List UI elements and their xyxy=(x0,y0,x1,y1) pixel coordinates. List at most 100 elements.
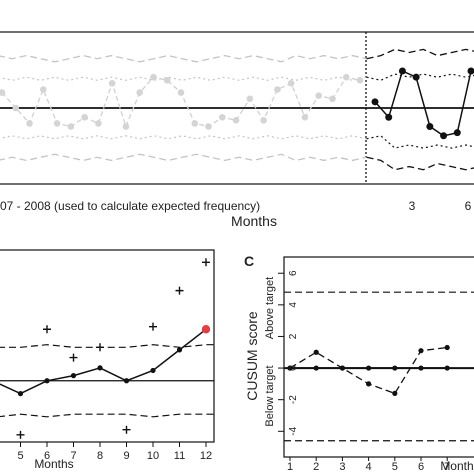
panel-a-upper-limits-inner-monitor xyxy=(366,73,474,81)
panel-b-cross-marker xyxy=(202,258,210,267)
panel-b-lower-limit xyxy=(0,413,214,418)
panel-c-y-tick-label: 2 xyxy=(288,333,299,339)
panel-a-baseline-point xyxy=(150,73,157,81)
panel-b-cross-marker xyxy=(16,430,25,439)
panel-b-marks: 5 6 7 8 9 10 11 12 xyxy=(0,258,214,462)
panel-b-upper-limit xyxy=(0,344,214,348)
panel-a-upper-limits-inner-baseline xyxy=(0,76,367,81)
panel-c-lower-point xyxy=(392,390,398,396)
panel-c-xlabel: Months xyxy=(440,459,474,473)
panel-b-x-tick-label: 6 xyxy=(44,450,50,462)
panel-b-cross-marker xyxy=(43,325,51,334)
panel-b-series-point xyxy=(97,365,103,371)
panel-a-baseline-point xyxy=(122,123,130,130)
panel-c-lower-point xyxy=(444,344,450,351)
panel-c-upper-point xyxy=(366,365,372,371)
panel-b-series-point xyxy=(123,378,130,384)
panel-a-baseline-point xyxy=(287,80,295,87)
panel-c-y-tick-label: 4 xyxy=(288,302,299,308)
panel-a-baseline-point xyxy=(0,89,6,96)
panel-a: 07 - 2008 (used to calculate expected fr… xyxy=(0,31,474,229)
panel-a-lower-limits-inner-monitor xyxy=(366,135,474,149)
panel-a-baseline-point xyxy=(177,89,185,96)
panel-c-x-tick-label: 7 xyxy=(444,461,450,473)
panel-c-x-tick-label: 3 xyxy=(339,461,345,473)
panel-b-x-tick-label: 5 xyxy=(17,450,23,462)
panel-a-monitor-line xyxy=(374,69,472,137)
panel-a-baseline-point xyxy=(81,113,88,121)
panel-c-lower-point xyxy=(313,349,319,355)
panel-a-frame xyxy=(0,31,474,185)
panel-c-lower-point xyxy=(366,381,372,387)
panel-a-baseline-point xyxy=(342,73,350,81)
panel-c-lower-point xyxy=(418,348,424,354)
panel-c-upper-point xyxy=(444,365,450,371)
panel-c-above-label: Above target xyxy=(264,277,276,339)
panel-b-series-point xyxy=(70,373,77,379)
panel-b-x-tick-label: 12 xyxy=(200,450,212,462)
panel-b-frame xyxy=(0,249,215,443)
panel-a-x-tick-3: 3 xyxy=(409,199,416,213)
panel-a-baseline-point xyxy=(274,86,281,93)
panel-a-monitor-point xyxy=(426,123,434,130)
panel-a-xlabel: Months xyxy=(231,213,277,229)
panel-c-y-tick-label: -2 xyxy=(288,395,299,404)
panel-a-baseline-point xyxy=(191,120,199,127)
panel-a-baseline-point xyxy=(136,89,143,96)
panel-a-marks xyxy=(0,32,474,184)
panel-b-series-point xyxy=(17,391,24,397)
panel-a-baseline-point xyxy=(53,120,61,127)
panel-c-upper-point xyxy=(287,365,293,371)
panel-c-x-tick-label: 1 xyxy=(287,461,293,473)
panel-b-x-tick-label: 11 xyxy=(174,450,185,462)
panel-a-baseline-label: 07 - 2008 (used to calculate expected fr… xyxy=(0,199,260,213)
panel-c-x-tick-label: 6 xyxy=(418,461,424,473)
panel-c-y-tick-label: 6 xyxy=(288,270,299,276)
panel-c-y-tick-label: -4 xyxy=(288,426,299,435)
panel-c-title: C xyxy=(244,253,254,269)
panel-c-x-tick-label: 4 xyxy=(366,461,372,473)
panel-a-baseline-point xyxy=(219,113,226,121)
panel-b-cross-marker xyxy=(175,286,184,295)
panel-a-baseline-point xyxy=(232,117,240,124)
panel-c-x-tick-label: 5 xyxy=(392,461,398,473)
panel-a-baseline-point xyxy=(246,95,254,103)
panel-a-lower-limits-inner-baseline xyxy=(0,135,367,140)
panel-a-lower-limits-outer-baseline xyxy=(0,153,367,162)
panel-a-upper-limits-outer-monitor xyxy=(366,48,474,60)
panel-c-upper-point xyxy=(418,365,424,371)
panel-a-baseline-point xyxy=(315,92,322,99)
panel-c-y-tick-label: 0 xyxy=(288,365,299,371)
panel-b-series-point xyxy=(176,347,183,353)
panel-a-baseline-point xyxy=(95,120,102,127)
panel-a-baseline-point xyxy=(108,80,116,87)
panel-b-x-tick-label: 7 xyxy=(70,450,76,462)
panel-c-frame xyxy=(283,256,474,458)
panel-b-series-point xyxy=(44,378,50,384)
panel-b: 5 6 7 8 9 10 11 12 Months xyxy=(0,249,215,471)
panel-b-highlight-point xyxy=(201,325,211,334)
panel-c: C -4 -2 0 2 4 6 1 2 3 4 5 6 7 CUSUM score Above targ… xyxy=(244,253,474,473)
panel-a-monitor-point xyxy=(412,73,420,81)
panel-b-xlabel: Months xyxy=(34,457,73,471)
panel-c-x-tick-label: 2 xyxy=(313,461,319,473)
panel-a-baseline-point xyxy=(67,123,75,130)
panel-b-x-tick-label: 8 xyxy=(97,450,103,462)
panel-a-baseline-point xyxy=(356,76,364,84)
panel-a-x-tick-6: 6 xyxy=(465,199,472,213)
panel-b-series-line xyxy=(0,328,207,395)
panel-b-cross-marker xyxy=(149,322,157,331)
panel-a-monitor-point xyxy=(467,67,474,75)
panel-b-cross-marker xyxy=(122,425,131,434)
panel-a-baseline-point xyxy=(301,113,309,121)
panel-a-monitor-point xyxy=(398,67,406,75)
panel-a-monitor-point xyxy=(371,98,379,106)
panel-c-marks: -4 -2 0 2 4 6 1 2 3 4 5 6 7 xyxy=(278,270,474,473)
panel-a-monitor-point xyxy=(453,129,461,137)
panel-b-series-point xyxy=(150,367,156,374)
panel-a-baseline-point xyxy=(205,123,212,130)
panel-c-upper-point xyxy=(392,365,398,371)
panel-a-baseline-point xyxy=(260,117,267,124)
panel-c-ylabel: CUSUM score xyxy=(244,311,260,401)
